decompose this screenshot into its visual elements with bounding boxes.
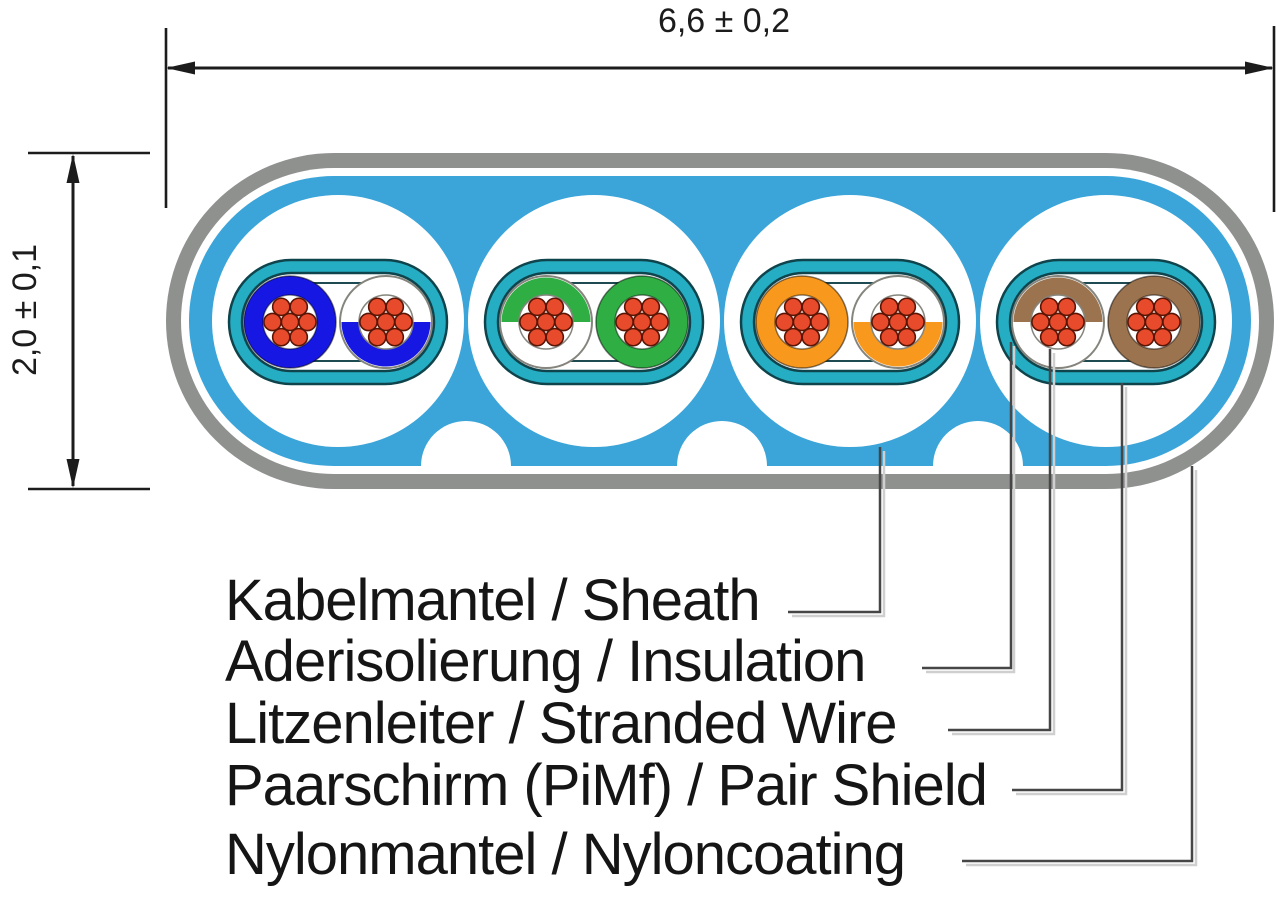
conductor-strand (1031, 312, 1050, 332)
conductor-strand (1057, 327, 1077, 347)
conductor-strand (623, 327, 643, 347)
arrowhead-up-icon (66, 154, 80, 183)
callout-line-insulation (922, 342, 1013, 670)
label-pair-shield: Paarschirm (PiMf) / Pair Shield (225, 753, 988, 818)
conductor-strand (801, 297, 821, 317)
conductor-strand (271, 327, 291, 347)
conductor-strand (641, 297, 661, 317)
conductor-strand (783, 297, 803, 317)
conductor-strand (906, 312, 925, 332)
conductor-strand (615, 312, 634, 332)
callout-line-nylon-coating (962, 466, 1194, 863)
rip-channel (421, 421, 511, 466)
label-stranded-wire: Litzenleiter / Stranded Wire (225, 691, 898, 756)
conductor-strand (623, 297, 643, 317)
conductor-strand (280, 312, 300, 332)
width-dimension (164, 26, 1276, 212)
conductor-strand (1153, 327, 1173, 347)
conductor-strand (271, 297, 291, 317)
callout-shadow (1016, 387, 1128, 796)
conductor-strand (632, 312, 652, 332)
conductor-strand (650, 312, 669, 332)
callout-shadow (952, 353, 1056, 736)
conductor-strand (1127, 312, 1146, 332)
conductor-strand (1162, 312, 1181, 332)
conductor-strand (897, 297, 917, 317)
callout-shadow (792, 451, 886, 618)
conductor-strand (519, 312, 538, 332)
rip-channel (933, 421, 1023, 466)
height-dimension (28, 151, 150, 491)
conductor-strand (289, 297, 309, 317)
conductor-strand (527, 297, 547, 317)
wire-pair (739, 258, 961, 386)
conductor-strand (1039, 327, 1059, 347)
callout-line-sheath (788, 447, 882, 614)
conductor-strand (298, 312, 317, 332)
callout-shadow (926, 346, 1016, 674)
wire-pair (483, 258, 705, 386)
callout-line-pair-shield (1012, 383, 1124, 792)
arrowhead-down-icon (66, 459, 80, 488)
conductor-strand (897, 327, 917, 347)
wire-pair (995, 258, 1217, 386)
conductor-strand (641, 327, 661, 347)
height-dimension-label: 2,0 ± 0,1 (6, 243, 44, 377)
rip-channel (677, 421, 767, 466)
conductor-strand (1057, 297, 1077, 317)
conductor-strand (879, 297, 899, 317)
conductor-strand (263, 312, 282, 332)
callout-line-stranded-wire (948, 349, 1052, 732)
arrowhead-left-icon (166, 61, 195, 75)
conductor-strand (792, 312, 812, 332)
width-dimension-label: 6,6 ± 0,2 (657, 2, 791, 40)
conductor-strand (1039, 297, 1059, 317)
label-insulation: Aderisolierung / Insulation (225, 629, 866, 694)
callout-shadows (792, 346, 1198, 867)
conductor-strand (775, 312, 794, 332)
label-nylon-coating: Nylonmantel / Nyloncoating (225, 822, 906, 887)
conductor-strand (1144, 312, 1164, 332)
conductor-strand (783, 327, 803, 347)
conductor-strand (385, 327, 405, 347)
conductor-strand (871, 312, 890, 332)
conductor-strand (810, 312, 829, 332)
conductor-strand (359, 312, 378, 332)
conductor-strand (367, 327, 387, 347)
conductor-strand (801, 327, 821, 347)
conductor-strand (385, 297, 405, 317)
bottom-channels (421, 421, 1023, 466)
conductor-strand (1153, 297, 1173, 317)
conductor-strand (367, 297, 387, 317)
conductor-strand (545, 297, 565, 317)
conductor-strand (1048, 312, 1068, 332)
cable-cross-section (166, 153, 1274, 489)
callout-shadow (966, 470, 1198, 867)
conductor-strand (1135, 327, 1155, 347)
conductor-strand (1066, 312, 1085, 332)
conductor-strand (376, 312, 396, 332)
conductor-strand (879, 327, 899, 347)
conductor-strand (1135, 297, 1155, 317)
conductor-strand (394, 312, 413, 332)
wire-pair (227, 258, 449, 386)
conductor-strand (289, 327, 309, 347)
conductor-strand (536, 312, 556, 332)
conductor-strand (888, 312, 908, 332)
conductor-strand (554, 312, 573, 332)
label-sheath: Kabelmantel / Sheath (225, 568, 761, 633)
callout-lines (788, 342, 1194, 863)
conductor-strand (545, 327, 565, 347)
conductor-strand (527, 327, 547, 347)
arrowhead-right-icon (1245, 61, 1274, 75)
